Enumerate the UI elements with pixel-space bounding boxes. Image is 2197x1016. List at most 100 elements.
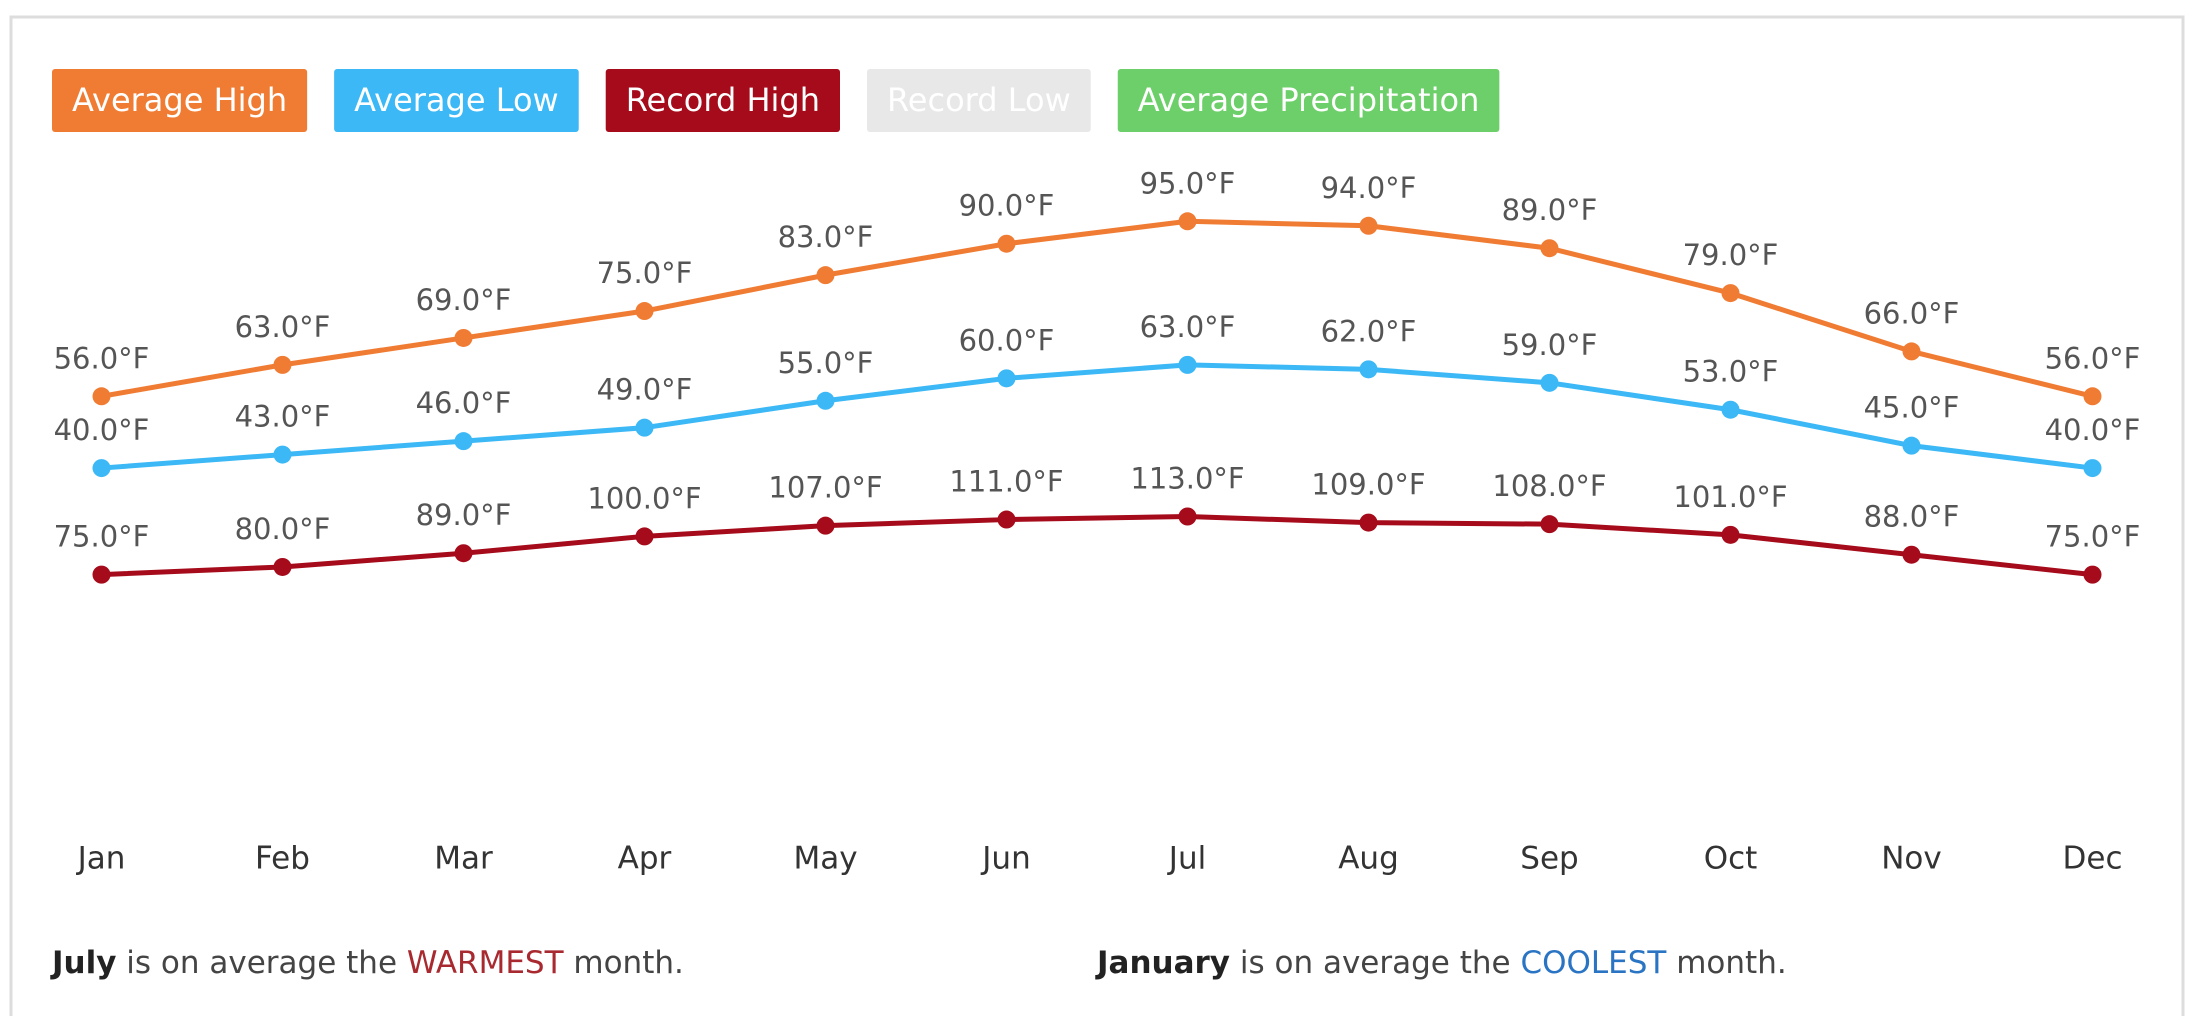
data-label: 108.0°F bbox=[1492, 469, 1606, 503]
legend-button[interactable]: Average High bbox=[52, 69, 308, 132]
data-label: 66.0°F bbox=[1864, 296, 1960, 330]
data-point bbox=[1540, 515, 1559, 534]
data-point bbox=[1359, 360, 1378, 379]
data-label: 113.0°F bbox=[1130, 462, 1244, 496]
data-label: 94.0°F bbox=[1321, 171, 1417, 205]
data-label: 60.0°F bbox=[959, 323, 1055, 357]
legend-button[interactable]: Record Low bbox=[867, 69, 1091, 132]
x-tick-label: Jul bbox=[1167, 841, 1206, 877]
legend-button[interactable]: Record High bbox=[605, 69, 840, 132]
data-label: 89.0°F bbox=[1502, 193, 1598, 227]
x-tick-label: Nov bbox=[1881, 841, 1942, 877]
legend-label: Average Low bbox=[354, 81, 559, 119]
note-part: January bbox=[1095, 945, 1230, 981]
data-label: 62.0°F bbox=[1321, 314, 1417, 348]
data-point bbox=[1902, 342, 1921, 361]
data-point bbox=[273, 445, 292, 464]
data-label: 89.0°F bbox=[416, 498, 512, 532]
data-point bbox=[92, 565, 111, 584]
note-part: is on average the bbox=[116, 945, 406, 981]
data-label: 80.0°F bbox=[235, 512, 331, 546]
data-label: 101.0°F bbox=[1673, 480, 1787, 514]
data-point bbox=[816, 516, 835, 535]
x-tick-label: Dec bbox=[2063, 841, 2123, 877]
x-tick-label: Jan bbox=[76, 841, 126, 877]
data-point bbox=[454, 328, 473, 347]
data-point bbox=[1721, 400, 1740, 419]
data-point bbox=[273, 355, 292, 374]
note-part: COOLEST bbox=[1520, 945, 1667, 981]
data-label: 69.0°F bbox=[416, 283, 512, 317]
data-label: 75.0°F bbox=[2045, 520, 2141, 554]
x-tick-label: Oct bbox=[1704, 841, 1758, 877]
legend-button-bg bbox=[52, 69, 308, 132]
data-point bbox=[454, 432, 473, 451]
data-point bbox=[2083, 565, 2102, 584]
legend-label: Record High bbox=[626, 81, 820, 119]
data-point bbox=[1902, 436, 1921, 455]
x-tick-label: Mar bbox=[434, 841, 493, 877]
data-label: 40.0°F bbox=[54, 413, 150, 447]
legend-button[interactable]: Average Precipitation bbox=[1117, 69, 1500, 132]
data-label: 45.0°F bbox=[1864, 391, 1960, 425]
data-label: 83.0°F bbox=[778, 220, 874, 254]
legend-button-bg bbox=[605, 69, 840, 132]
data-point bbox=[635, 418, 654, 437]
data-label: 100.0°F bbox=[587, 481, 701, 515]
data-point bbox=[1721, 525, 1740, 544]
data-point bbox=[1359, 513, 1378, 532]
legend-button[interactable]: Average Low bbox=[334, 69, 579, 132]
data-point bbox=[997, 369, 1016, 388]
x-tick-label: Apr bbox=[618, 841, 672, 877]
data-point bbox=[1178, 355, 1197, 374]
data-point bbox=[997, 510, 1016, 529]
data-label: 43.0°F bbox=[235, 400, 331, 434]
data-label: 79.0°F bbox=[1683, 238, 1779, 272]
data-label: 55.0°F bbox=[778, 346, 874, 380]
data-label: 46.0°F bbox=[416, 386, 512, 420]
data-point bbox=[1721, 284, 1740, 303]
x-tick-label: Aug bbox=[1338, 841, 1399, 877]
note-part: month. bbox=[564, 945, 684, 981]
series-line bbox=[101, 218, 2094, 399]
data-label: 107.0°F bbox=[768, 471, 882, 505]
data-label: 75.0°F bbox=[54, 520, 150, 554]
legend-label: Average High bbox=[72, 81, 287, 119]
data-point bbox=[1359, 216, 1378, 235]
data-label: 111.0°F bbox=[949, 465, 1063, 499]
data-point bbox=[635, 302, 654, 321]
data-point bbox=[92, 387, 111, 406]
data-point bbox=[1178, 212, 1197, 231]
data-label: 56.0°F bbox=[2045, 341, 2141, 375]
data-label: 109.0°F bbox=[1311, 468, 1425, 502]
data-point bbox=[2083, 387, 2102, 406]
note-part: month. bbox=[1666, 945, 1786, 981]
data-label: 40.0°F bbox=[2045, 413, 2141, 447]
data-label: 49.0°F bbox=[597, 373, 693, 407]
data-point bbox=[454, 544, 473, 563]
data-label: 63.0°F bbox=[1140, 310, 1236, 344]
series-line bbox=[101, 514, 2093, 578]
data-point bbox=[816, 391, 835, 410]
x-tick-label: Sep bbox=[1520, 841, 1578, 877]
data-label: 53.0°F bbox=[1683, 355, 1779, 389]
data-point bbox=[92, 459, 111, 478]
x-tick-label: May bbox=[793, 841, 857, 877]
data-point bbox=[1540, 373, 1559, 392]
x-tick-label: Jun bbox=[980, 841, 1030, 877]
data-point bbox=[1540, 239, 1559, 258]
data-point bbox=[997, 234, 1016, 253]
x-tick-label: Feb bbox=[255, 841, 310, 877]
legend-button-bg bbox=[334, 69, 579, 132]
note-part: WARMEST bbox=[407, 945, 565, 981]
data-label: 56.0°F bbox=[54, 341, 150, 375]
data-point bbox=[635, 527, 654, 546]
data-label: 88.0°F bbox=[1864, 500, 1960, 534]
series-line bbox=[101, 362, 2093, 471]
data-label: 90.0°F bbox=[959, 189, 1055, 223]
legend-button-bg bbox=[867, 69, 1091, 132]
data-label: 59.0°F bbox=[1502, 328, 1598, 362]
note-part: is on average the bbox=[1230, 945, 1520, 981]
